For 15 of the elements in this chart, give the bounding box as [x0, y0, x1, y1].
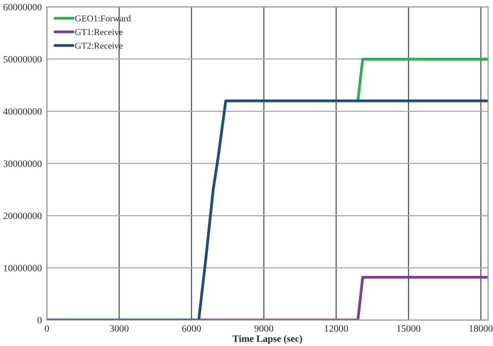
x-tick-label: 0	[44, 325, 49, 332]
x-tick-label: 18000	[470, 325, 493, 332]
y-tick-label: 30000000	[4, 160, 42, 167]
y-tick-label: 0	[37, 316, 42, 324]
y-tick-label: 60000000	[4, 4, 42, 10]
y-tick-label: 10000000	[4, 264, 42, 272]
x-tick-label: 15000	[397, 325, 420, 332]
x-tick-label: 12000	[324, 325, 348, 332]
y-tick-label: 40000000	[3, 108, 42, 115]
x-tick-label: 6000	[182, 325, 201, 332]
x-tick-label: 9000	[254, 325, 274, 332]
x-axis-title: Time Lapse (sec)	[232, 335, 302, 344]
x-tick-label: 3000	[110, 325, 129, 332]
y-tick-label: 20000000	[4, 212, 42, 220]
y-tick-label: 50000000	[4, 56, 42, 63]
